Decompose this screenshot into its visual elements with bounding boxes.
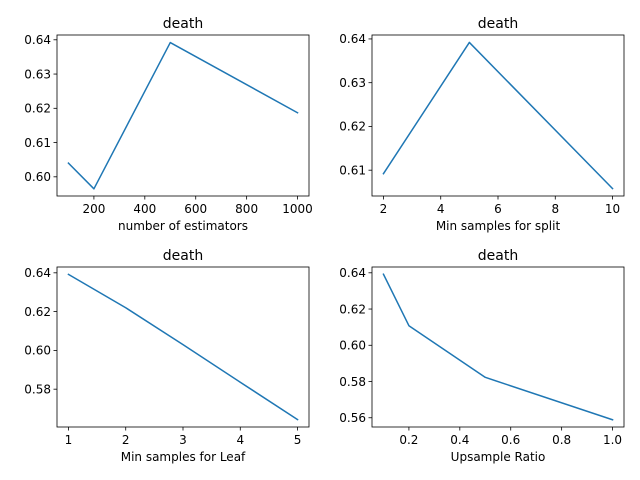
subplot-4: 0.2 0.4 0.6 0.8 1.0 0.56 0.58 0.60 0.62 0.64 death… bbox=[339, 248, 625, 464]
x-tick-label: 4 bbox=[437, 202, 445, 216]
x-tick-label: 200 bbox=[82, 202, 105, 216]
y-tick-label: 0.56 bbox=[339, 411, 366, 425]
subplot-2: 2 4 6 8 10 0.61 0.62 0.63 0.64 death Min samples f… bbox=[339, 16, 625, 233]
x-axis-label: Upsample Ratio bbox=[451, 450, 546, 464]
x-tick-label: 0.2 bbox=[399, 433, 418, 447]
y-tick-label: 0.62 bbox=[24, 305, 51, 319]
x-tick-label: 600 bbox=[184, 202, 207, 216]
x-tick-label: 3 bbox=[179, 433, 187, 447]
x-tick-label: 1.0 bbox=[603, 433, 622, 447]
subplot-3: 1 2 3 4 5 0.58 0.60 0.62 0.64 death Min samples fo… bbox=[24, 248, 310, 464]
x-tick-label: 2 bbox=[122, 433, 130, 447]
y-tick-label: 0.60 bbox=[24, 170, 51, 184]
y-tick-label: 0.64 bbox=[24, 33, 51, 47]
y-tick-label: 0.61 bbox=[339, 163, 366, 177]
subplot-1: 200 400 600 800 1000 0.60 0.61 0.62 0.63 0.64 deat… bbox=[24, 16, 313, 233]
y-tick-label: 0.62 bbox=[339, 120, 366, 134]
series-line bbox=[67, 273, 299, 421]
y-tick-label: 0.64 bbox=[24, 266, 51, 280]
x-tick-label: 1000 bbox=[282, 202, 313, 216]
y-tick-label: 0.64 bbox=[339, 32, 366, 46]
y-tick-label: 0.58 bbox=[339, 375, 366, 389]
y-tick-label: 0.62 bbox=[339, 302, 366, 316]
x-tick-label: 800 bbox=[235, 202, 258, 216]
y-tick-label: 0.63 bbox=[339, 76, 366, 90]
x-tick-label: 2 bbox=[380, 202, 388, 216]
x-tick-label: 0.6 bbox=[501, 433, 520, 447]
x-tick-label: 6 bbox=[494, 202, 502, 216]
x-tick-label: 400 bbox=[133, 202, 156, 216]
x-tick-label: 5 bbox=[294, 433, 302, 447]
series-line bbox=[382, 41, 614, 190]
subplot-title: death bbox=[163, 248, 203, 264]
x-tick-label: 4 bbox=[236, 433, 244, 447]
x-tick-label: 0.4 bbox=[450, 433, 469, 447]
series-line bbox=[382, 273, 614, 421]
axes-frame bbox=[371, 266, 625, 428]
axes-frame bbox=[371, 34, 625, 197]
x-tick-label: 8 bbox=[551, 202, 559, 216]
subplot-title: death bbox=[163, 16, 203, 32]
y-tick-label: 0.63 bbox=[24, 67, 51, 81]
x-tick-label: 0.8 bbox=[552, 433, 571, 447]
series-line bbox=[67, 41, 299, 190]
y-tick-label: 0.58 bbox=[24, 382, 51, 396]
x-axis-label: Min samples for split bbox=[436, 219, 561, 233]
x-axis-label: number of estimators bbox=[118, 219, 248, 233]
y-tick-label: 0.60 bbox=[339, 339, 366, 353]
y-tick-label: 0.64 bbox=[339, 266, 366, 280]
subplot-grid: 200 400 600 800 10000.600.610.620.630.64deat… bbox=[24, 16, 625, 464]
y-tick-label: 0.62 bbox=[24, 102, 51, 116]
x-axis-label: Min samples for Leaf bbox=[121, 450, 246, 464]
x-tick-label: 10 bbox=[605, 202, 620, 216]
axes-frame bbox=[56, 34, 310, 197]
subplot-title: death bbox=[478, 16, 518, 32]
y-tick-label: 0.61 bbox=[24, 136, 51, 150]
y-tick-label: 0.60 bbox=[24, 344, 51, 358]
x-tick-label: 1 bbox=[65, 433, 73, 447]
subplot-title: death bbox=[478, 248, 518, 264]
